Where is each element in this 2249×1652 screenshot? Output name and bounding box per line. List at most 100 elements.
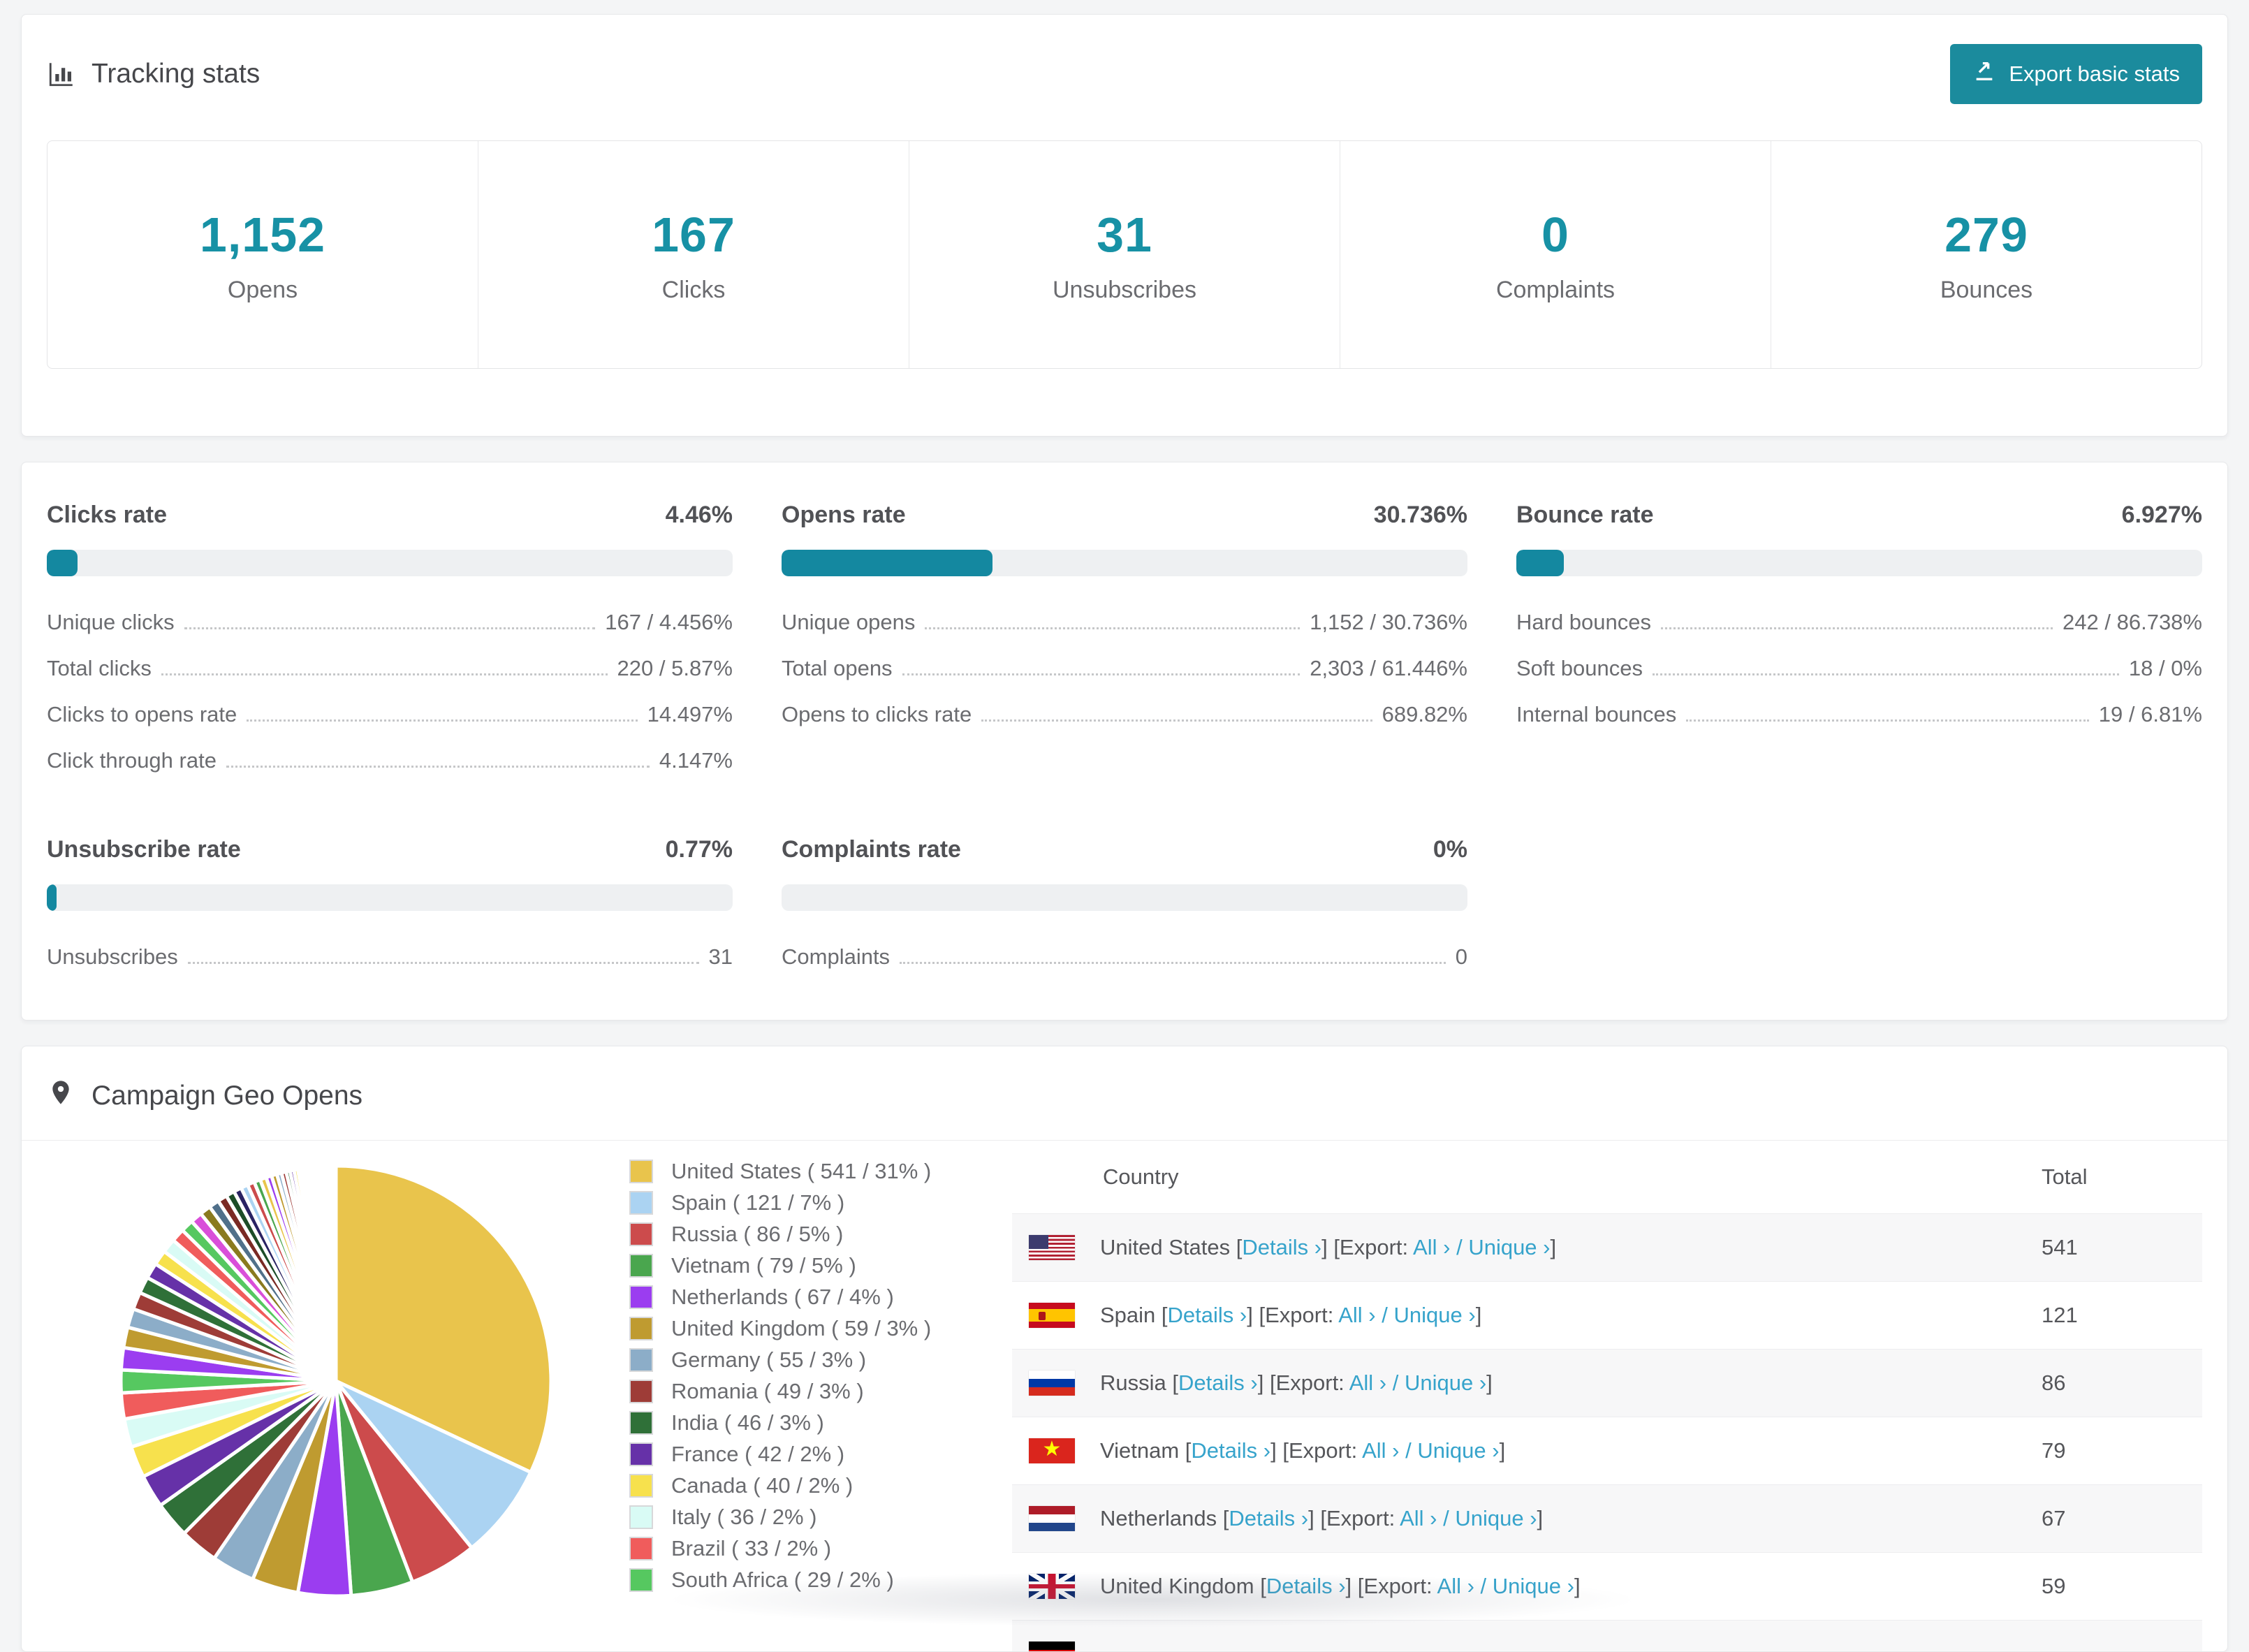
stat-label: Bounces <box>1940 277 2033 303</box>
export-unique-link[interactable]: Unique › <box>1393 1303 1476 1327</box>
legend-item[interactable]: Italy ( 36 / 2% ) <box>629 1505 1006 1530</box>
legend-swatch <box>629 1474 653 1498</box>
bounce-rate-block: Bounce rate 6.927% Hard bounces 242 / 86.… <box>1516 502 2202 775</box>
details-link[interactable]: Details › <box>1178 1370 1258 1395</box>
complaints-rate-progress-bar <box>782 884 1467 911</box>
table-row: Vietnam [Details ›] [Export: All › / Uni… <box>1012 1417 2202 1484</box>
legend-item[interactable]: France ( 42 / 2% ) <box>629 1442 1006 1467</box>
country-total: 86 <box>2042 1370 2066 1395</box>
legend-item[interactable]: Netherlands ( 67 / 4% ) <box>629 1285 1006 1310</box>
metric-row: Total opens 2,303 / 61.446% <box>782 656 1467 680</box>
metric-row: Hard bounces 242 / 86.738% <box>1516 610 2202 634</box>
geo-country-table: Country Total United States [Details ›] … <box>1012 1141 2202 1651</box>
legend-item[interactable]: Spain ( 121 / 7% ) <box>629 1190 1006 1215</box>
nl-flag-icon <box>1029 1506 1075 1531</box>
metric-row: Unique clicks 167 / 4.456% <box>47 610 733 634</box>
details-link[interactable]: Details › <box>1266 1574 1346 1598</box>
gb-flag-icon <box>1029 1574 1075 1599</box>
rate-title: Complaints rate <box>782 836 961 863</box>
column-header-total: Total <box>2042 1164 2088 1189</box>
rate-title: Opens rate <box>782 502 906 528</box>
legend-swatch <box>629 1442 653 1466</box>
rate-value: 4.46% <box>665 502 733 528</box>
legend-item[interactable]: Germany ( 55 / 3% ) <box>629 1347 1006 1373</box>
legend-item[interactable]: Russia ( 86 / 5% ) <box>629 1222 1006 1247</box>
stat-value: 279 <box>1944 207 2028 262</box>
unsubscribe-rate-block: Unsubscribe rate 0.77% Unsubscribes 31 <box>47 836 733 971</box>
geo-pie-legend: United States ( 541 / 31% ) Spain ( 121 … <box>629 1159 1006 1599</box>
legend-swatch <box>629 1285 653 1309</box>
export-all-link[interactable]: All › <box>1400 1506 1437 1530</box>
geo-opens-title: Campaign Geo Opens <box>91 1081 363 1111</box>
bar-chart-icon <box>47 59 76 89</box>
export-all-link[interactable]: All › <box>1413 1235 1451 1259</box>
rate-title: Bounce rate <box>1516 502 1654 528</box>
export-all-link[interactable]: All › <box>1362 1438 1400 1463</box>
details-link[interactable]: Details › <box>1242 1235 1322 1259</box>
geo-pie-chart[interactable] <box>22 1141 629 1605</box>
country-name: Spain [Details ›] [Export: All › / Uniqu… <box>1100 1303 1482 1327</box>
rates-card: Clicks rate 4.46% Unique clicks 167 / 4.4… <box>21 462 2228 1021</box>
clicks-rate-block: Clicks rate 4.46% Unique clicks 167 / 4.4… <box>47 502 733 775</box>
stat-value: 167 <box>652 207 735 262</box>
de-flag-icon <box>1029 1642 1075 1651</box>
table-row: Russia [Details ›] [Export: All › / Uniq… <box>1012 1349 2202 1417</box>
country-total: 59 <box>2042 1574 2066 1598</box>
stat-label: Clicks <box>661 277 726 303</box>
country-name: United States [Details ›] [Export: All ›… <box>1100 1235 1557 1259</box>
table-header-row: Country Total <box>1012 1141 2202 1213</box>
legend-item[interactable]: Canada ( 40 / 2% ) <box>629 1473 1006 1498</box>
stat-value: 0 <box>1541 207 1569 262</box>
bounce-rate-progress-bar <box>1516 550 2202 576</box>
metric-row: Unsubscribes 31 <box>47 944 733 969</box>
metric-row: Clicks to opens rate 14.497% <box>47 702 733 726</box>
export-all-link[interactable]: All › <box>1349 1370 1387 1395</box>
export-unique-link[interactable]: Unique › <box>1455 1506 1537 1530</box>
legend-swatch <box>629 1254 653 1278</box>
opens-rate-progress-bar <box>782 550 1467 576</box>
summary-stat-opens: 1,152 Opens <box>47 141 478 368</box>
rate-value: 30.736% <box>1373 502 1467 528</box>
details-link[interactable]: Details › <box>1229 1506 1309 1530</box>
export-all-link[interactable]: All › <box>1437 1574 1474 1598</box>
tracking-stats-title-row: Tracking stats <box>47 59 260 89</box>
export-all-link[interactable]: All › <box>1338 1303 1376 1327</box>
legend-item[interactable]: South Africa ( 29 / 2% ) <box>629 1567 1006 1593</box>
legend-swatch <box>629 1537 653 1560</box>
metric-row: Total clicks 220 / 5.87% <box>47 656 733 680</box>
metric-row: Internal bounces 19 / 6.81% <box>1516 702 2202 726</box>
export-unique-link[interactable]: Unique › <box>1468 1235 1551 1259</box>
export-unique-link[interactable]: Unique › <box>1404 1370 1487 1395</box>
legend-item[interactable]: Romania ( 49 / 3% ) <box>629 1379 1006 1404</box>
details-link[interactable]: Details › <box>1191 1438 1271 1463</box>
country-name: Vietnam [Details ›] [Export: All › / Uni… <box>1100 1438 1506 1463</box>
export-icon <box>1972 59 1996 89</box>
legend-swatch <box>629 1317 653 1340</box>
legend-swatch <box>629 1568 653 1592</box>
legend-swatch <box>629 1222 653 1246</box>
legend-item[interactable]: India ( 46 / 3% ) <box>629 1410 1006 1435</box>
geo-opens-header: Campaign Geo Opens <box>22 1046 2227 1141</box>
country-total: 121 <box>2042 1303 2078 1327</box>
export-unique-link[interactable]: Unique › <box>1417 1438 1500 1463</box>
export-unique-link[interactable]: Unique › <box>1492 1574 1574 1598</box>
table-row: Spain [Details ›] [Export: All › / Uniqu… <box>1012 1281 2202 1349</box>
country-total: 79 <box>2042 1438 2066 1463</box>
summary-stat-bounces: 279 Bounces <box>1771 141 2202 368</box>
export-basic-stats-button[interactable]: Export basic stats <box>1950 44 2202 104</box>
rate-value: 0% <box>1433 836 1467 863</box>
legend-swatch <box>629 1160 653 1183</box>
legend-item[interactable]: United States ( 541 / 31% ) <box>629 1159 1006 1184</box>
country-name: United Kingdom [Details ›] [Export: All … <box>1100 1574 1581 1598</box>
summary-stat-complaints: 0 Complaints <box>1340 141 1771 368</box>
legend-swatch <box>629 1348 653 1372</box>
legend-item[interactable]: United Kingdom ( 59 / 3% ) <box>629 1316 1006 1341</box>
complaints-rate-block: Complaints rate 0% Complaints 0 <box>782 836 1467 971</box>
details-link[interactable]: Details › <box>1167 1303 1247 1327</box>
rate-title: Clicks rate <box>47 502 167 528</box>
clicks-rate-progress-bar <box>47 550 733 576</box>
legend-item[interactable]: Vietnam ( 79 / 5% ) <box>629 1253 1006 1278</box>
metric-row: Unique opens 1,152 / 30.736% <box>782 610 1467 634</box>
legend-item[interactable]: Brazil ( 33 / 2% ) <box>629 1536 1006 1561</box>
